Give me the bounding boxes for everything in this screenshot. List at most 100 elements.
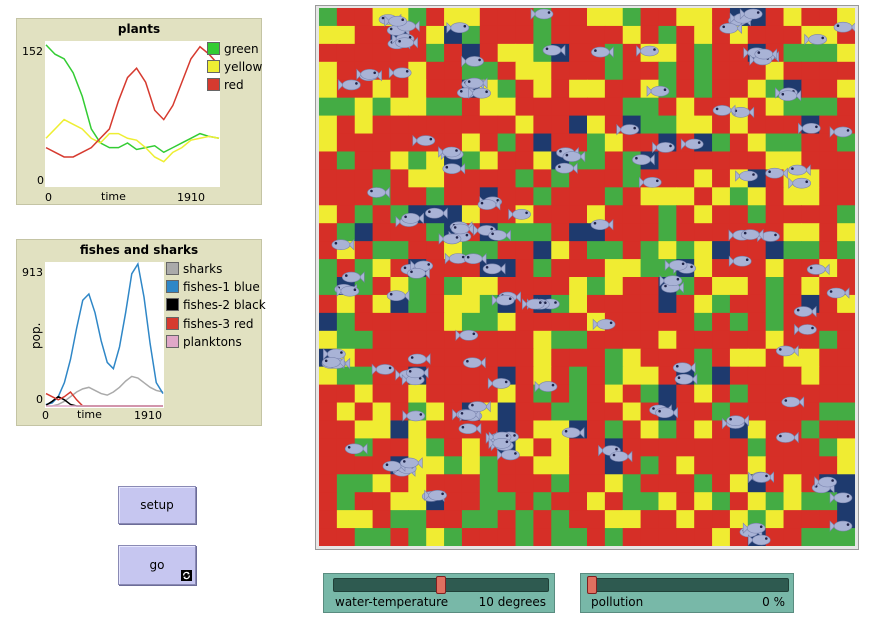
patch [622, 402, 642, 422]
y-min-label: 0 [37, 174, 44, 187]
patch [604, 241, 624, 260]
patch [497, 510, 517, 529]
patch [640, 420, 660, 439]
patch [658, 187, 677, 206]
patch [783, 241, 802, 260]
fish-icon [781, 396, 805, 408]
patch [479, 97, 499, 117]
patch [658, 456, 677, 475]
patch [372, 223, 392, 242]
patch [461, 205, 481, 224]
patch [461, 115, 481, 135]
patch [587, 187, 606, 206]
patch [604, 43, 624, 63]
patch [497, 312, 517, 332]
patch [372, 259, 392, 278]
patch [587, 528, 606, 546]
patch [783, 187, 802, 206]
patch [729, 438, 749, 457]
patch [640, 528, 660, 546]
patch [479, 456, 499, 475]
fish-icon [765, 167, 788, 179]
patch [408, 528, 427, 546]
patch [676, 528, 695, 546]
patch [747, 438, 767, 457]
patch [479, 294, 499, 314]
patch [533, 402, 552, 422]
patch [479, 151, 499, 170]
patch [819, 384, 838, 404]
patch [408, 438, 427, 457]
patch [354, 402, 374, 422]
patch [676, 510, 695, 529]
patch [497, 277, 517, 296]
patch [765, 528, 785, 546]
fish-icon [461, 55, 484, 68]
patch [783, 528, 802, 546]
legend-label: sharks [183, 262, 223, 276]
patch [837, 43, 855, 63]
plants-plot-area [45, 41, 220, 187]
setup-button[interactable]: setup [118, 486, 196, 524]
patch [479, 241, 499, 260]
slider-track[interactable] [587, 578, 789, 592]
legend-swatch [166, 262, 179, 275]
patch [676, 187, 695, 206]
patch [783, 474, 802, 493]
patch [587, 25, 606, 45]
patch [640, 438, 660, 457]
go-button[interactable]: go [118, 545, 196, 585]
patch [604, 205, 624, 224]
patch [319, 169, 338, 188]
patch [676, 420, 695, 439]
patch [372, 420, 392, 439]
world-view[interactable] [319, 8, 855, 546]
fish-icon [482, 263, 506, 275]
patch [408, 187, 427, 206]
patch [444, 348, 463, 368]
patch [497, 474, 517, 493]
patch [622, 223, 642, 242]
patch [372, 510, 392, 529]
patch [676, 241, 695, 260]
fish-icon [655, 406, 678, 419]
patch [658, 366, 677, 386]
patch [551, 474, 570, 493]
fish-icon [400, 457, 423, 469]
slider-thumb[interactable] [435, 576, 446, 594]
patch [479, 8, 499, 27]
series-line-red [45, 45, 220, 158]
patch [604, 528, 624, 546]
patch [622, 8, 642, 27]
patch [587, 348, 606, 368]
patch [533, 348, 552, 368]
fish-icon [829, 520, 853, 532]
patch [408, 330, 427, 350]
pollution-slider[interactable]: pollution 0 % [580, 573, 794, 613]
fish-icon [609, 450, 633, 463]
patch [336, 151, 356, 170]
patch [515, 474, 534, 493]
water-temperature-slider[interactable]: water-temperature 10 degrees [323, 573, 555, 613]
patch [408, 115, 427, 135]
patch [515, 492, 534, 511]
patch [765, 187, 785, 206]
patch [622, 187, 642, 206]
patch [712, 151, 731, 170]
patch [336, 366, 356, 386]
patch [747, 151, 767, 170]
patch [533, 420, 552, 439]
fish-icon [726, 414, 749, 427]
patch [694, 115, 713, 135]
patch [533, 151, 552, 170]
patch [747, 61, 767, 81]
slider-thumb[interactable] [587, 576, 597, 594]
patch [569, 8, 588, 27]
patch [640, 223, 660, 242]
patch [515, 25, 534, 45]
legend-yellow: yellow [207, 60, 262, 74]
patch [819, 97, 838, 117]
legend-swatch [166, 335, 179, 348]
patch [569, 384, 588, 404]
fish-icon [468, 400, 491, 413]
